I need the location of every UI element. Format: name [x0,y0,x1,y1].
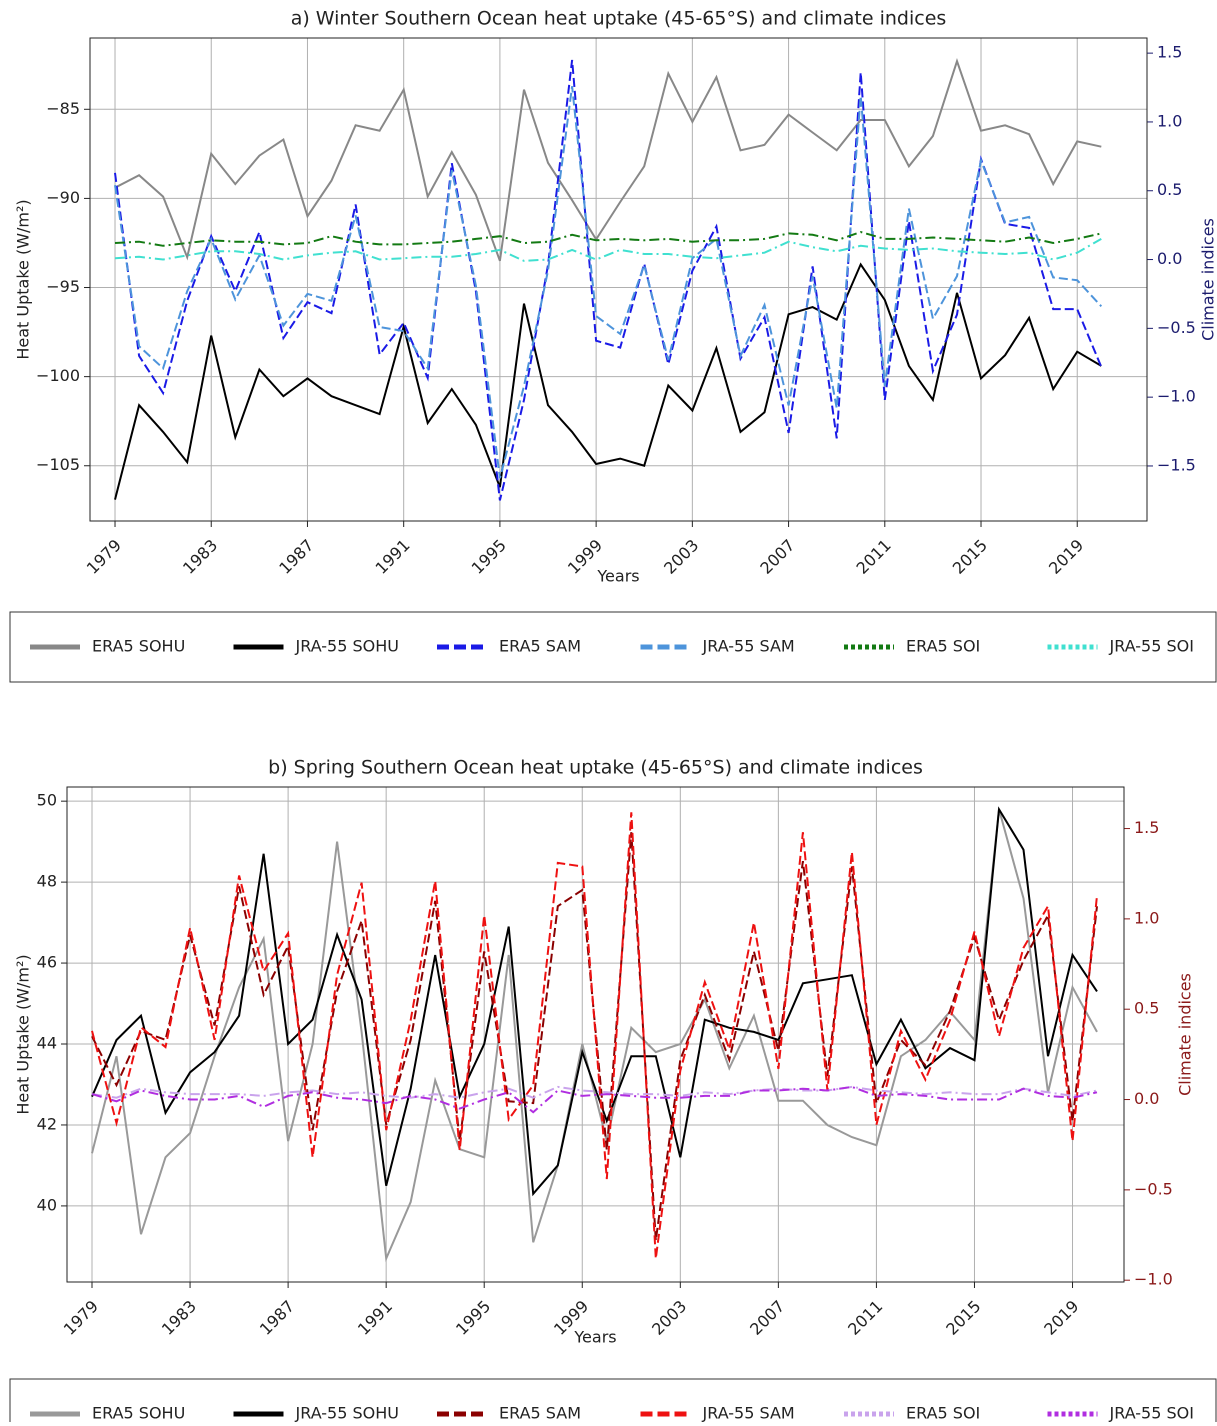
legend-label: ERA5 SAM [499,637,581,656]
x-tick-label: 2019 [1045,536,1087,578]
y-axis-label: Heat Uptake (W/m²) [14,199,33,359]
y2-tick-label: 0.0 [1134,1089,1159,1108]
x-tick-label: 2003 [648,1297,690,1339]
x-tick-label: 2007 [746,1297,788,1339]
y2-tick-label: −1.0 [1134,1270,1173,1289]
y-tick-label: −85 [46,99,80,118]
y-tick-label: 40 [37,1195,57,1214]
legend-label: ERA5 SOHU [92,637,185,656]
chart-title: a) Winter Southern Ocean heat uptake (45… [291,8,947,30]
x-tick-label: 2011 [853,536,895,578]
y-tick-label: −90 [46,188,80,207]
x-tick-label: 1983 [158,1297,200,1339]
series-line [115,232,1101,246]
series-line [92,832,1097,1240]
y2-tick-label: 1.5 [1157,43,1182,62]
legend-label: JRA-55 SOHU [295,1404,400,1423]
legend-label: ERA5 SOI [906,1404,980,1423]
x-tick-label: 1995 [452,1297,494,1339]
legend-label: ERA5 SOHU [92,1404,185,1423]
y-tick-label: −105 [36,455,80,474]
series-line [115,60,1101,500]
legend-label: JRA-55 SOI [1109,1404,1194,1423]
x-tick-label: 2015 [942,1297,984,1339]
y2-axis-label: Climate indices [1176,973,1195,1096]
y2-tick-label: 0.5 [1157,180,1182,199]
y-tick-label: −100 [36,366,80,385]
series-line [92,809,1097,1194]
x-tick-label: 2019 [1040,1297,1082,1339]
legend-label: JRA-55 SOI [1109,637,1194,656]
series-line [115,61,1101,261]
x-tick-label: 1979 [83,536,125,578]
legend: ERA5 SOHU JRA-55 SOHU ERA5 SAM JRA-55 SAM ER… [10,612,1216,682]
panel: b) Spring Southern Ocean heat uptake (45… [14,757,1195,1347]
y2-tick-label: −1.5 [1157,455,1196,474]
y2-tick-label: 1.0 [1157,111,1182,130]
series-line [115,264,1101,499]
legend-label: JRA-55 SAM [702,1404,795,1423]
series-line [92,809,1097,1258]
x-tick-label: 2015 [949,536,991,578]
legend-box [10,612,1216,682]
y-tick-label: 50 [37,791,57,810]
legend-label: ERA5 SAM [499,1404,581,1423]
x-tick-label: 2003 [660,536,702,578]
x-tick-label: 1991 [354,1297,396,1339]
y-tick-label: −95 [46,277,80,296]
y2-tick-label: −0.5 [1157,318,1196,337]
y2-tick-label: −1.0 [1157,387,1196,406]
y2-tick-label: 0.5 [1134,999,1159,1018]
legend-label: ERA5 SOI [906,637,980,656]
plot-frame [90,38,1147,521]
y-tick-label: 46 [37,953,57,972]
panel: a) Winter Southern Ocean heat uptake (45… [14,8,1217,586]
x-axis-label: Years [596,567,639,586]
x-tick-label: 1983 [179,536,221,578]
y-axis-label: Heat Uptake (W/m²) [14,954,33,1114]
y2-axis-label: Climate indices [1199,218,1217,341]
x-tick-label: 1987 [275,536,317,578]
series-line [92,812,1097,1258]
y-tick-label: 48 [37,872,57,891]
series-line [115,86,1101,478]
legend-box [10,1379,1216,1422]
x-tick-label: 1987 [256,1297,298,1339]
x-tick-label: 1991 [371,536,413,578]
y2-tick-label: 0.0 [1157,249,1182,268]
y-tick-label: 44 [37,1034,57,1053]
y-tick-label: 42 [37,1114,57,1133]
legend-label: JRA-55 SAM [702,637,795,656]
y2-tick-label: 1.5 [1134,818,1159,837]
y2-tick-label: −0.5 [1134,1179,1173,1198]
legend: ERA5 SOHU JRA-55 SOHU ERA5 SAM JRA-55 SAM ER… [10,1379,1216,1422]
x-tick-label: 1995 [468,536,510,578]
x-tick-label: 2007 [756,536,798,578]
legend-label: JRA-55 SOHU [295,637,400,656]
y2-tick-label: 1.0 [1134,908,1159,927]
x-axis-label: Years [573,1328,616,1347]
x-tick-label: 1979 [60,1297,102,1339]
chart-title: b) Spring Southern Ocean heat uptake (45… [268,757,923,779]
x-tick-label: 2011 [844,1297,886,1339]
